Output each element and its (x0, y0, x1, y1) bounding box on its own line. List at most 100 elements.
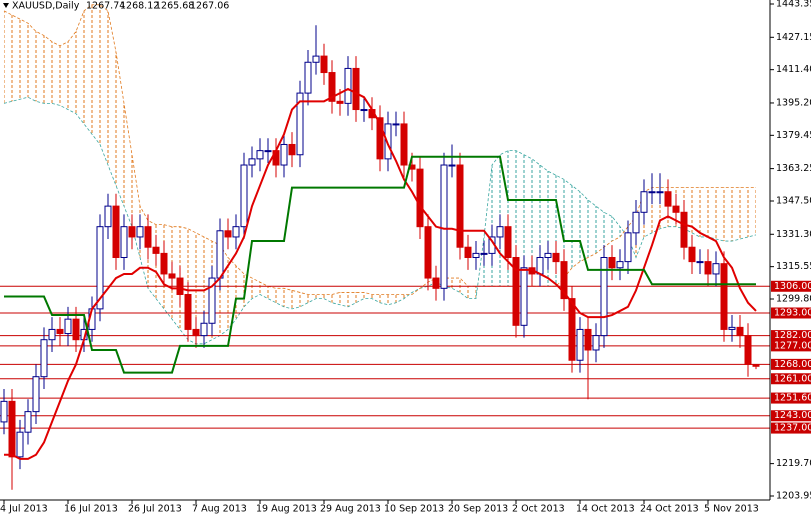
cloud-segment (380, 294, 388, 305)
cloud-segment (548, 171, 556, 287)
cloud-segment (492, 154, 500, 287)
candle-body (600, 257, 608, 337)
cloud-segment (340, 292, 348, 307)
x-tick-label: 2 Oct 2013 (512, 504, 565, 515)
candle-body (688, 246, 696, 263)
candle-body (296, 92, 304, 156)
candle-body (320, 55, 328, 74)
level-label: 1282.00 (774, 330, 811, 341)
cloud-segment (740, 187, 748, 240)
candle-body (48, 328, 56, 341)
cloud-segment (580, 191, 588, 262)
candle-body (168, 273, 176, 279)
cloud-segment (748, 187, 756, 237)
header-open: 1267.74 (86, 1, 125, 12)
candle-body (8, 400, 16, 458)
candle-body (592, 335, 600, 351)
candle-body (328, 72, 336, 102)
candle-body (32, 376, 40, 413)
candle-body (312, 55, 320, 63)
candle-body (160, 252, 168, 275)
candle-body (56, 328, 64, 335)
level-label: 1306.00 (774, 281, 811, 292)
x-tick-label: 26 Jul 2013 (128, 504, 182, 515)
candle-body (656, 191, 664, 194)
candle-body (560, 261, 568, 300)
candle-body (0, 400, 8, 423)
cloud-segment (44, 35, 52, 104)
candle-body (392, 123, 400, 126)
symbol-label: XAUUSD,Daily (12, 1, 80, 12)
candle-body (264, 150, 272, 153)
candle-body (616, 261, 624, 269)
candle-body (224, 230, 232, 238)
x-tick-label: 20 Sep 2013 (448, 504, 508, 515)
indicator-line (4, 87, 757, 460)
y-tick-label: 1315.55 (776, 261, 811, 272)
level-label: 1261.00 (774, 373, 811, 384)
cloud-segment (196, 232, 204, 344)
y-tick-label: 1427.15 (776, 32, 811, 43)
level-label-box (771, 422, 811, 434)
candle-body (672, 205, 680, 213)
level-label: 1237.00 (774, 423, 811, 434)
cloud-segment (124, 103, 132, 227)
candle-body (608, 257, 616, 269)
cloud-segment (36, 31, 44, 104)
indicator-lines (4, 87, 757, 460)
header-low: 1265.68 (155, 1, 194, 12)
cloud-segment (92, 4, 100, 145)
candle-body (96, 226, 104, 310)
candle-body (120, 226, 128, 259)
candle-body (464, 246, 472, 259)
cloud-segment (76, 10, 84, 124)
level-label-box (771, 410, 811, 422)
header-close: 1267.06 (190, 1, 229, 12)
cloud-segment (700, 187, 708, 237)
y-tick-label: 1203.95 (776, 490, 811, 501)
candle-body (216, 230, 224, 279)
cloud-segment (588, 199, 596, 258)
candle-body (424, 226, 432, 279)
candle-body (280, 143, 288, 166)
candle-body (704, 261, 712, 275)
cloud-segment (84, 4, 92, 135)
cloud-segment (716, 187, 724, 242)
x-tick-label: 10 Sep 2013 (384, 504, 444, 515)
y-tick-label: 1219.70 (776, 458, 811, 469)
candle-body (472, 252, 480, 259)
cloud-segment (692, 187, 700, 237)
x-tick-label: 5 Nov 2013 (704, 504, 759, 515)
candle-body (544, 252, 552, 259)
cloud-segment (484, 165, 492, 287)
candle-body (248, 158, 256, 166)
candle-body (344, 67, 352, 104)
cloud-segment (28, 23, 36, 102)
cloud-segment (500, 150, 508, 287)
candle-body (40, 339, 48, 378)
candle-body (448, 164, 456, 167)
candle-body (456, 164, 464, 248)
candle-body (680, 211, 688, 248)
candle-body (648, 191, 656, 194)
x-tick-label: 24 Oct 2013 (640, 504, 699, 515)
candle-body (384, 123, 392, 160)
cloud-segment (68, 31, 76, 114)
cloud-segment (284, 288, 292, 309)
cloud-segment (324, 294, 332, 303)
candle-body (440, 164, 448, 289)
level-label-box (771, 307, 811, 319)
cloud-segment (708, 187, 716, 240)
cloud-segment (116, 51, 124, 207)
cloud-segment (268, 286, 276, 303)
candle-body (504, 226, 512, 259)
level-label-box (771, 330, 811, 342)
cloud-edge (3, 4, 756, 295)
cloud-segment (252, 278, 260, 299)
candle-body (136, 226, 144, 238)
cloud-segment (732, 187, 740, 242)
cloud-segment (4, 10, 12, 104)
y-tick-label: 1331.30 (776, 229, 811, 240)
